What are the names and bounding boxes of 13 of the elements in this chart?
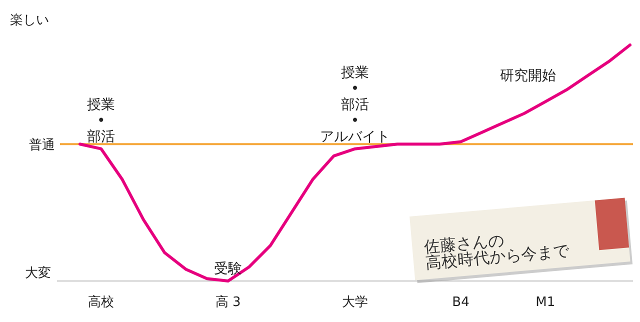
text: 楽しい <box>10 13 49 28</box>
annotation: 研究開始 <box>500 68 556 84</box>
x-tick-label: B4 <box>452 295 470 310</box>
annotation: 受験 <box>214 261 242 277</box>
ref-line-label: 普通 <box>29 137 55 154</box>
annotation: 授業 • 部活 <box>87 96 116 145</box>
x-tick-label: 大学 <box>342 295 368 310</box>
x-tick-label: M1 <box>536 295 556 310</box>
annotation: 授業 • 部活 • アルバイト <box>320 64 390 145</box>
x-tick-label: 高校 <box>88 294 114 310</box>
text: 大変 <box>25 265 51 281</box>
annotation: 佐藤さんの 高校時代から今まで <box>423 230 571 272</box>
x-tick-label: 高 3 <box>215 294 241 310</box>
